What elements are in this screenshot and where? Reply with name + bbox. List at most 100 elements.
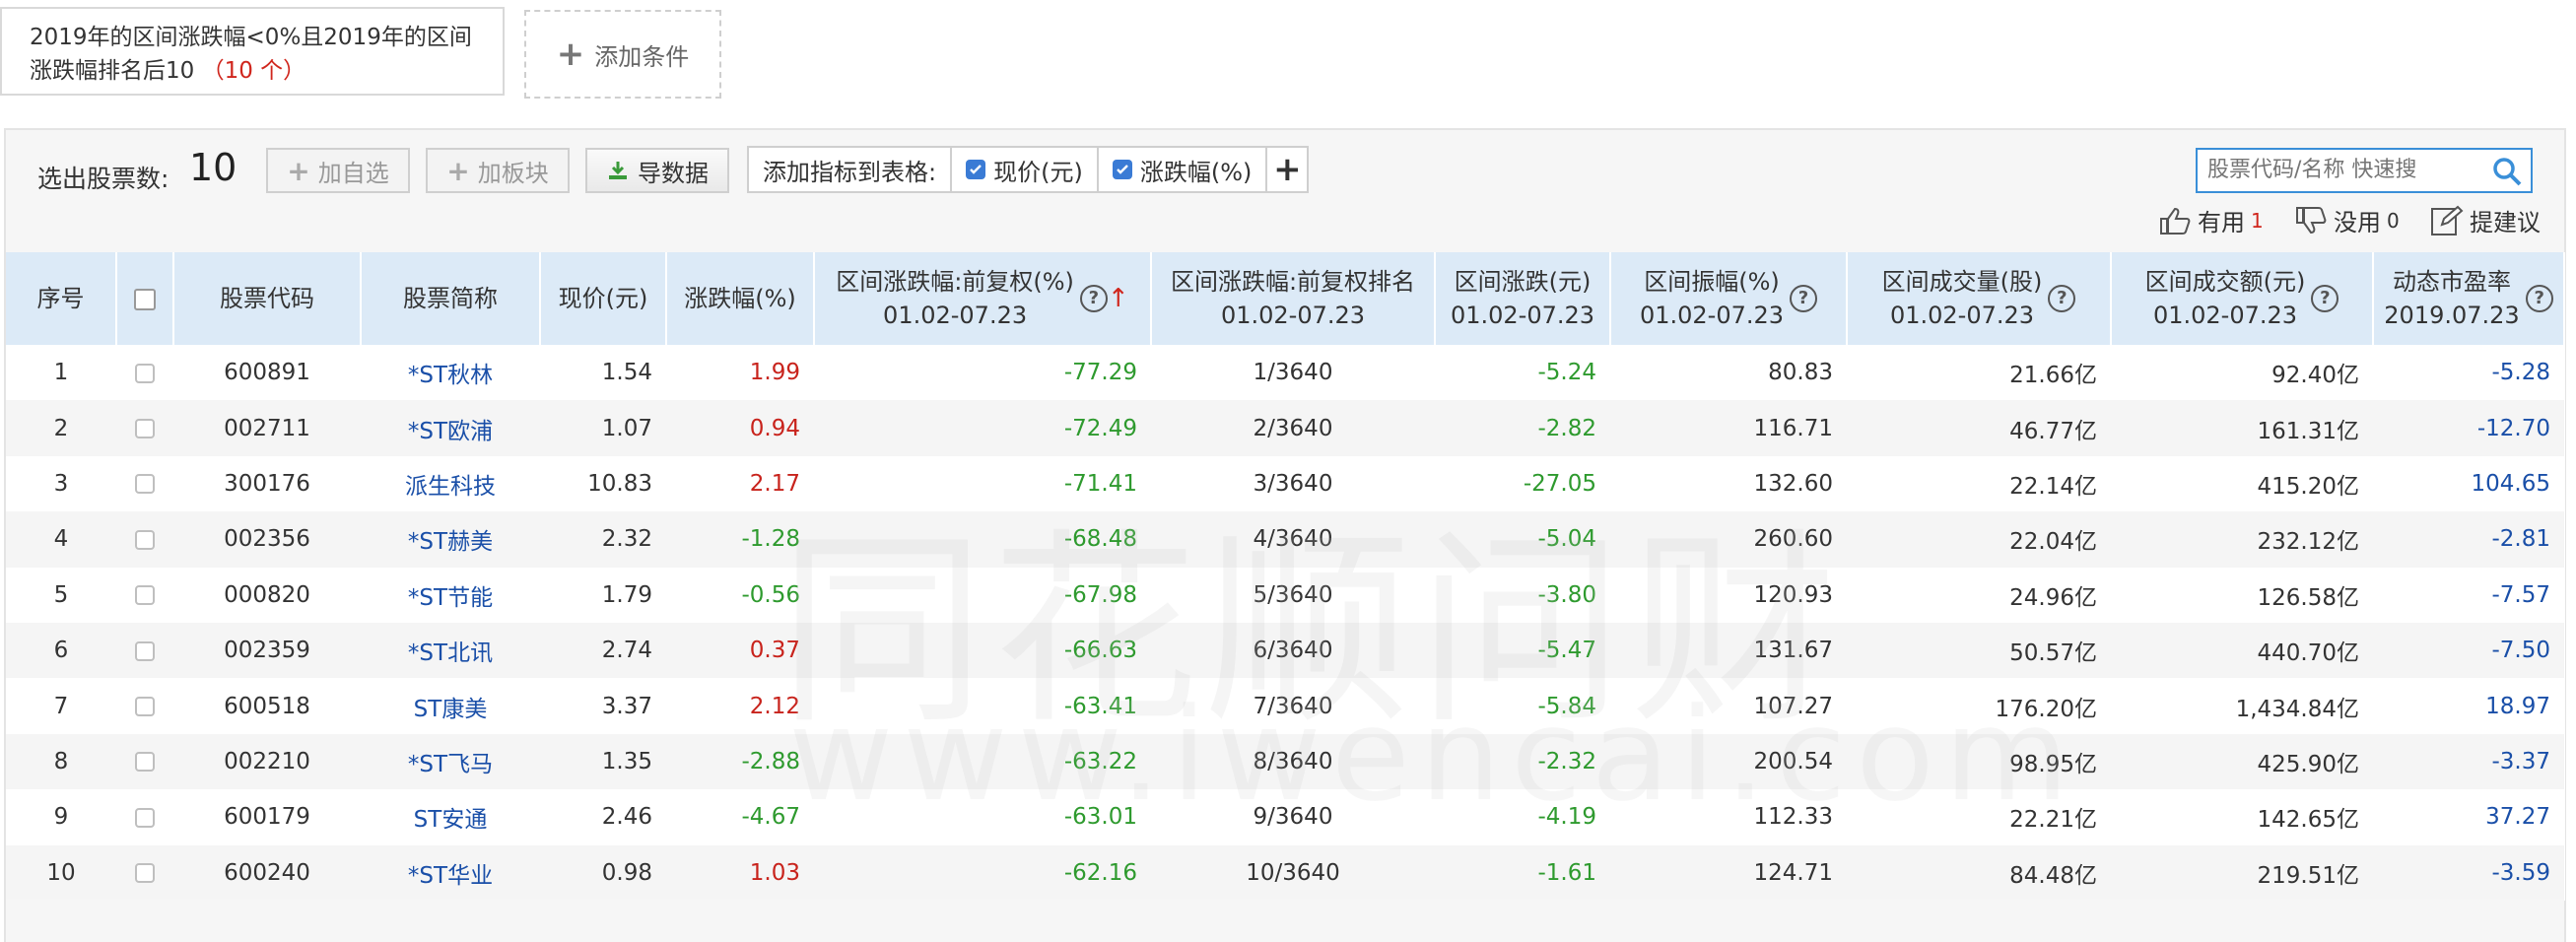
cell-pe: -7.57 <box>2491 581 2550 608</box>
add-block-button[interactable]: + 加板块 <box>426 148 570 193</box>
stock-name-link[interactable]: *ST赫美 <box>407 529 494 556</box>
table-row[interactable]: 8 002210 *ST飞马 1.35 -2.88 -63.22 8/3640 -2.32 20… <box>6 733 2564 790</box>
suggest-button[interactable]: 提建议 <box>2430 203 2541 237</box>
plus-icon: + <box>446 154 470 187</box>
stock-name-link[interactable]: *ST秋林 <box>407 363 494 389</box>
stock-search[interactable] <box>2196 148 2533 193</box>
row-checkbox[interactable] <box>135 697 155 717</box>
stock-name-link[interactable]: ST安通 <box>413 807 488 834</box>
row-checkbox[interactable] <box>135 807 155 828</box>
cell-rank: 5/3640 <box>1253 581 1333 608</box>
table-row[interactable]: 3 300176 派生科技 10.83 2.17 -71.41 3/3640 -27.05 13… <box>6 456 2564 511</box>
search-icon[interactable] <box>2491 156 2523 187</box>
useful-label: 有用 <box>2198 209 2245 236</box>
help-icon[interactable]: ? <box>1079 285 1108 312</box>
stock-name-link[interactable]: *ST北讯 <box>407 640 494 667</box>
stock-name-link[interactable]: *ST飞马 <box>407 751 494 777</box>
stock-name-link[interactable]: *ST节能 <box>407 584 494 611</box>
cell-turnover: 161.31亿 <box>2257 418 2359 444</box>
useful-button[interactable]: 有用 1 <box>2158 203 2264 237</box>
row-checkbox[interactable] <box>135 752 155 773</box>
table-row[interactable]: 6 002359 *ST北讯 2.74 0.37 -66.63 6/3640 -5.47 131… <box>6 622 2564 679</box>
add-watchlist-button[interactable]: + 加自选 <box>266 148 410 193</box>
cell-range-diff: -5.84 <box>1537 693 1596 719</box>
header-volume[interactable]: 区间成交量(股) 01.02-07.23? <box>1847 252 2112 345</box>
suggest-label: 提建议 <box>2470 209 2541 236</box>
stock-name-link[interactable]: *ST欧浦 <box>407 418 494 444</box>
cell-turnover: 142.65亿 <box>2257 807 2359 834</box>
select-all-checkbox[interactable] <box>134 289 156 310</box>
cell-select[interactable] <box>116 623 173 678</box>
cell-turnover: 425.90亿 <box>2257 751 2359 777</box>
stock-name-link[interactable]: *ST华业 <box>407 862 494 889</box>
add-condition-button[interactable]: + 添加条件 <box>524 10 721 99</box>
help-icon[interactable]: ? <box>2311 285 2339 312</box>
header-range-chg[interactable]: 区间涨跌幅:前复权(%) 01.02-07.23? ↑ <box>814 252 1152 345</box>
add-watchlist-label: 加自选 <box>317 159 389 187</box>
cell-seq: 1 <box>53 360 69 386</box>
cell-turnover: 1,434.84亿 <box>2235 696 2359 722</box>
cell-price: 1.79 <box>601 581 652 608</box>
plus-icon: + <box>287 154 310 187</box>
header-name[interactable]: 股票简称 <box>361 252 541 345</box>
cell-select[interactable] <box>116 734 173 789</box>
stock-name-link[interactable]: 派生科技 <box>405 473 496 500</box>
row-checkbox[interactable] <box>135 640 155 661</box>
table-row[interactable]: 1 600891 *ST秋林 1.54 1.99 -77.29 1/3640 -5.24 80.… <box>6 345 2564 400</box>
row-checkbox[interactable] <box>135 529 155 550</box>
cell-select[interactable] <box>116 789 173 844</box>
table-row[interactable]: 10 600240 *ST华业 0.98 1.03 -62.16 10/3640 -1.61 1… <box>6 844 2564 901</box>
header-chg[interactable]: 涨跌幅(%) <box>666 252 815 345</box>
help-icon[interactable]: ? <box>2525 285 2553 312</box>
table-row[interactable]: 5 000820 *ST节能 1.79 -0.56 -67.98 5/3640 -3.80 12… <box>6 568 2564 623</box>
row-checkbox[interactable] <box>135 863 155 884</box>
header-price[interactable]: 现价(元) <box>540 252 667 345</box>
help-icon[interactable]: ? <box>1790 285 1818 312</box>
header-volume-date: 01.02-07.23 <box>1889 302 2035 329</box>
add-indicator-button[interactable]: + <box>1273 150 1302 189</box>
cell-select[interactable] <box>116 456 173 511</box>
indicator-price-toggle[interactable]: 现价(元) <box>952 148 1099 191</box>
header-select-all[interactable] <box>116 252 174 345</box>
table-row[interactable]: 4 002356 *ST赫美 2.32 -1.28 -68.48 4/3640 -5.04 26… <box>6 511 2564 568</box>
cell-select[interactable] <box>116 678 173 733</box>
cell-seq: 3 <box>53 470 69 497</box>
row-checkbox[interactable] <box>135 474 155 495</box>
checkbox-checked-icon[interactable] <box>1112 160 1132 179</box>
cell-range-chg: -77.29 <box>1063 360 1137 386</box>
cell-select[interactable] <box>116 400 173 455</box>
cell-chg: 1.99 <box>749 360 800 386</box>
cell-range-chg: -71.41 <box>1063 470 1137 497</box>
header-range-diff[interactable]: 区间涨跌(元) 01.02-07.23 <box>1435 252 1611 345</box>
cell-amplitude: 80.83 <box>1768 360 1833 386</box>
cell-pe: -3.59 <box>2491 859 2550 886</box>
row-checkbox[interactable] <box>135 419 155 439</box>
cell-volume: 22.21亿 <box>2009 807 2097 834</box>
cell-rank: 8/3640 <box>1253 748 1333 774</box>
indicator-change-toggle[interactable]: 涨跌幅(%) <box>1099 148 1268 191</box>
row-checkbox[interactable] <box>135 363 155 383</box>
checkbox-checked-icon[interactable] <box>966 160 986 179</box>
cell-select[interactable] <box>116 511 173 567</box>
cell-select[interactable] <box>116 345 173 400</box>
table-row[interactable]: 9 600179 ST安通 2.46 -4.67 -63.01 9/3640 -4.19 112… <box>6 789 2564 844</box>
header-turnover[interactable]: 区间成交额(元) 01.02-07.23? <box>2111 252 2374 345</box>
condition-chip[interactable]: 2019年的区间涨跌幅<0%且2019年的区间涨跌幅排名后10 （10 个） <box>0 7 505 96</box>
useless-button[interactable]: 没用 0 <box>2294 203 2400 237</box>
header-pe[interactable]: 动态市盈率 2019.07.23? <box>2373 252 2565 345</box>
stock-search-input[interactable] <box>2198 150 2493 189</box>
header-code[interactable]: 股票代码 <box>173 252 362 345</box>
cell-seq: 5 <box>53 581 69 608</box>
export-data-button[interactable]: 导数据 <box>585 148 729 193</box>
sort-asc-icon[interactable]: ↑ <box>1107 284 1129 313</box>
table-row[interactable]: 7 600518 ST康美 3.37 2.12 -63.41 7/3640 -5.84 107.… <box>6 678 2564 733</box>
header-amplitude[interactable]: 区间振幅(%) 01.02-07.23? <box>1610 252 1848 345</box>
table-row[interactable]: 2 002711 *ST欧浦 1.07 0.94 -72.49 2/3640 -2.82 116… <box>6 400 2564 456</box>
cell-select[interactable] <box>116 845 173 901</box>
help-icon[interactable]: ? <box>2048 285 2076 312</box>
header-seq[interactable]: 序号 <box>6 252 117 345</box>
row-checkbox[interactable] <box>135 585 155 606</box>
stock-name-link[interactable]: ST康美 <box>413 696 488 722</box>
header-rank[interactable]: 区间涨跌幅:前复权排名 01.02-07.23 <box>1151 252 1436 345</box>
cell-select[interactable] <box>116 568 173 623</box>
